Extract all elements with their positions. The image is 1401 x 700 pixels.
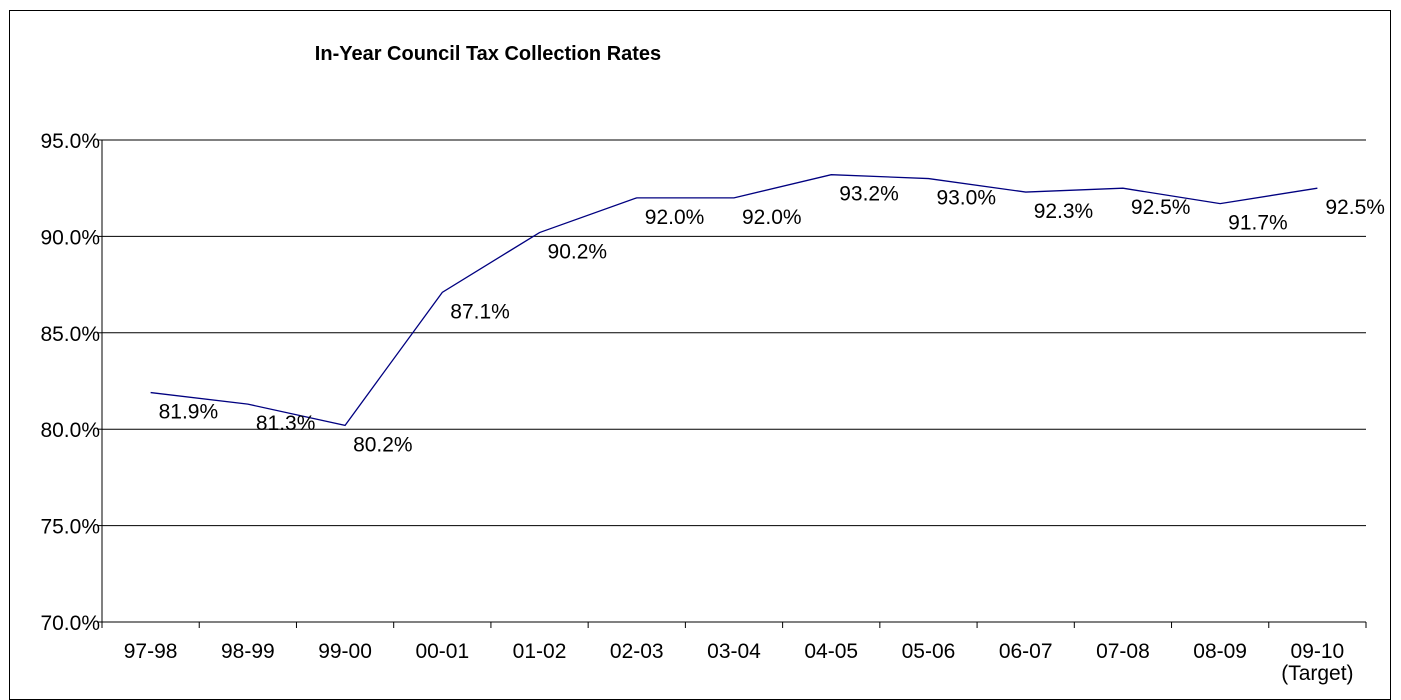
x-tick-label: 09-10: [1291, 640, 1345, 663]
data-label: 93.2%: [839, 183, 899, 206]
x-tick-label: 99-00: [318, 640, 372, 663]
data-label: 92.0%: [742, 206, 802, 229]
y-tick-label: 70.0%: [40, 612, 100, 635]
x-tick-label: 06-07: [999, 640, 1053, 663]
y-axis-ticks: 70.0% 75.0% 80.0% 85.0% 90.0% 95.0%: [40, 130, 102, 635]
x-tick-label: 08-09: [1193, 640, 1247, 663]
x-tick-label: 97-98: [124, 640, 178, 663]
y-tick-label: 75.0%: [40, 516, 100, 539]
data-label: 87.1%: [450, 300, 510, 323]
x-axis-ticks: 97-98 98-99 99-00 00-01 01-02 02-03 03-04 04-05…: [102, 622, 1366, 685]
data-label: 91.7%: [1228, 212, 1288, 235]
x-tick-label: 03-04: [707, 640, 761, 663]
x-tick-label: 05-06: [902, 640, 956, 663]
x-tick-label: 98-99: [221, 640, 275, 663]
data-label: 93.0%: [936, 187, 996, 210]
x-tick-label: 07-08: [1096, 640, 1150, 663]
x-tick-label: 01-02: [513, 640, 567, 663]
data-labels: 81.9% 81.3% 80.2% 87.1% 90.2% 92.0% 92.0% 93.2%…: [159, 183, 1385, 457]
x-tick-label: 04-05: [804, 640, 858, 663]
data-label: 80.2%: [353, 433, 413, 456]
data-label: 92.3%: [1034, 200, 1094, 223]
data-label: 92.0%: [645, 206, 705, 229]
data-label: 92.5%: [1131, 196, 1191, 219]
y-tick-label: 90.0%: [40, 226, 100, 249]
x-tick-label: 00-01: [415, 640, 469, 663]
y-tick-label: 85.0%: [40, 323, 100, 346]
y-tick-label: 95.0%: [40, 130, 100, 153]
data-label: 81.3%: [256, 412, 316, 435]
chart-title: In-Year Council Tax Collection Rates: [315, 43, 661, 65]
x-tick-sublabel: (Target): [1281, 662, 1353, 685]
x-tick-label: 02-03: [610, 640, 664, 663]
y-tick-label: 80.0%: [40, 419, 100, 442]
data-label: 90.2%: [548, 241, 608, 264]
data-label: 92.5%: [1325, 196, 1385, 219]
data-label: 81.9%: [159, 401, 219, 424]
